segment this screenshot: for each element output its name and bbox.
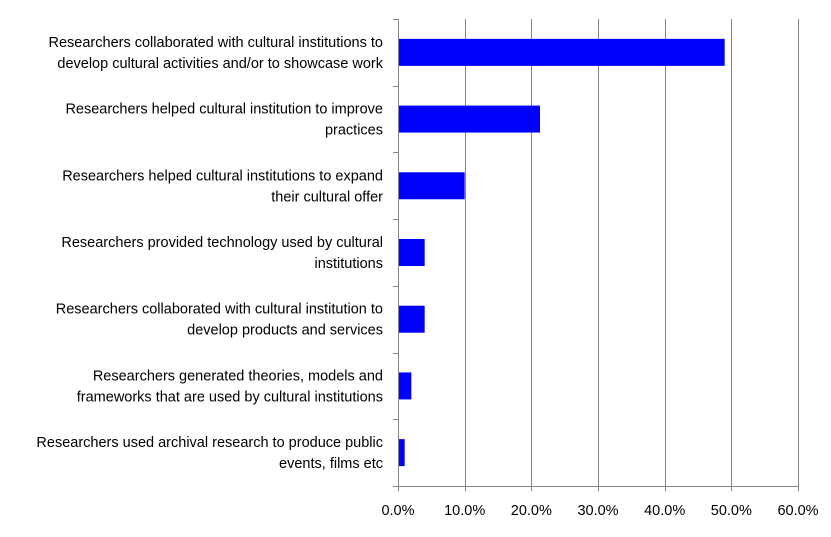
x-axis-ticks: [398, 486, 799, 491]
category-label: Researchers helped cultural institutions…: [62, 168, 383, 205]
x-tick-label: 30.0%: [577, 503, 618, 519]
category-labels: Researchers collaborated with cultural i…: [36, 35, 383, 472]
category-label-line: Researchers helped cultural institution …: [65, 102, 383, 118]
x-tick-label: 40.0%: [644, 503, 685, 519]
category-label-line: Researchers used archival research to pr…: [36, 435, 383, 451]
bar: [398, 38, 725, 66]
category-label-line: practices: [325, 123, 383, 139]
bar: [398, 105, 540, 133]
category-label-line: Researchers generated theories, models a…: [93, 368, 383, 384]
category-label-line: Researchers provided technology used by …: [61, 235, 383, 251]
category-label-line: Researchers helped cultural institutions…: [62, 168, 383, 184]
gridlines: [465, 19, 799, 486]
category-label-line: Researchers collaborated with cultural i…: [49, 35, 383, 51]
category-label: Researchers collaborated with cultural i…: [56, 302, 383, 339]
category-label: Researchers generated theories, models a…: [77, 368, 383, 405]
category-label: Researchers provided technology used by …: [61, 235, 383, 272]
category-label-line: develop products and services: [187, 323, 383, 339]
bar: [398, 172, 465, 200]
category-label-line: their cultural offer: [271, 189, 383, 205]
x-tick-label: 10.0%: [444, 503, 485, 519]
bar: [398, 439, 405, 467]
x-tick-label: 60.0%: [777, 503, 818, 519]
y-axis-ticks: [393, 19, 398, 487]
x-tick-label: 50.0%: [711, 503, 752, 519]
x-tick-label: 20.0%: [511, 503, 552, 519]
bar: [398, 305, 425, 333]
x-axis-tick-labels: 0.0% 10.0% 20.0% 30.0% 40.0% 50.0% 60.0%: [381, 503, 818, 519]
category-label-line: develop cultural activities and/or to sh…: [57, 56, 383, 72]
x-tick-label: 0.0%: [381, 503, 414, 519]
category-label: Researchers helped cultural institution …: [65, 102, 383, 139]
bars: [398, 38, 725, 467]
category-label: Researchers collaborated with cultural i…: [49, 35, 384, 72]
category-label-line: events, films etc: [279, 456, 383, 472]
category-label-line: Researchers collaborated with cultural i…: [56, 302, 383, 318]
category-label-line: frameworks that are used by cultural ins…: [77, 389, 383, 405]
category-label-line: institutions: [314, 256, 383, 272]
category-label: Researchers used archival research to pr…: [36, 435, 383, 472]
bar: [398, 239, 425, 266]
bar: [398, 372, 412, 400]
